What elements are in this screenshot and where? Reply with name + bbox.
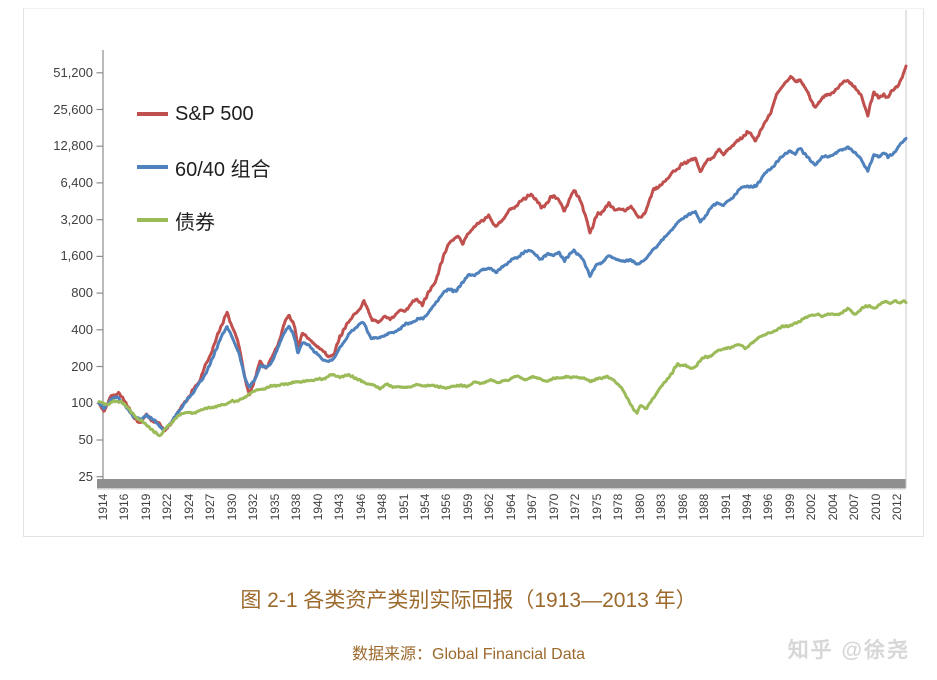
x-axis-label: 1994 — [740, 493, 754, 521]
x-axis-label: 1970 — [547, 493, 561, 521]
x-axis-band-edge — [97, 488, 906, 490]
y-axis-label: 800 — [71, 285, 93, 300]
x-axis-label: 1999 — [783, 493, 797, 521]
x-axis-label: 1962 — [482, 493, 496, 521]
series-line-60-40 — [97, 136, 908, 432]
x-axis-label: 1996 — [761, 493, 775, 521]
y-axis-label: 25 — [78, 469, 93, 484]
series-line-sp500 — [97, 64, 908, 433]
x-axis-label: 1964 — [504, 493, 518, 521]
y-axis-label: 50 — [78, 432, 93, 447]
x-axis-label: 1988 — [697, 493, 711, 521]
y-axis-label: 1,600 — [60, 248, 93, 263]
x-axis-label: 2002 — [804, 493, 818, 521]
chart-caption: 图 2-1 各类资产类别实际回报（1913—2013 年） — [240, 589, 697, 612]
x-axis-label: 2007 — [847, 493, 861, 521]
legend-label: S&P 500 — [175, 102, 254, 125]
zhihu-watermark: 知乎 @徐尧 — [787, 639, 910, 662]
x-axis-label: 1954 — [418, 493, 432, 521]
y-axis-label: 400 — [71, 322, 93, 337]
x-axis-label: 2004 — [826, 493, 840, 521]
legend-line-icon — [137, 165, 168, 169]
x-axis-label: 1916 — [117, 493, 131, 521]
legend-item-bonds: 债券 — [137, 207, 215, 234]
y-axis-label: 51,200 — [53, 65, 93, 80]
legend-label: 60/40 组合 — [175, 158, 271, 181]
chart-frame — [23, 8, 924, 537]
x-axis-label: 1975 — [590, 493, 604, 521]
x-axis-label: 1951 — [397, 493, 411, 521]
x-axis-label: 2012 — [890, 493, 904, 521]
x-axis-label: 1914 — [96, 493, 110, 521]
x-axis-label: 1924 — [182, 493, 196, 521]
legend-line-icon — [137, 112, 168, 116]
x-axis-label: 1940 — [311, 493, 325, 521]
x-axis-label: 1935 — [268, 493, 282, 521]
y-axis-label: 25,600 — [53, 102, 93, 117]
y-axis-label: 12,800 — [53, 138, 93, 153]
x-axis-label: 1938 — [289, 493, 303, 521]
y-axis-label: 100 — [71, 395, 93, 410]
legend-line-icon — [137, 218, 168, 222]
x-axis-label: 1986 — [676, 493, 690, 521]
x-axis-label: 2010 — [869, 493, 883, 521]
x-axis-label: 1983 — [654, 493, 668, 521]
x-axis-label: 1930 — [225, 493, 239, 521]
x-axis-label: 1956 — [439, 493, 453, 521]
x-axis-label: 1927 — [203, 493, 217, 521]
y-axis-label: 6,400 — [60, 175, 93, 190]
legend-item-60-40: 60/40 组合 — [137, 154, 271, 181]
x-axis-label: 1980 — [633, 493, 647, 521]
x-axis-label: 1943 — [332, 493, 346, 521]
series-line-bonds — [97, 299, 908, 438]
legend-item-sp500: S&P 500 — [137, 101, 254, 127]
x-axis-label: 1946 — [354, 493, 368, 521]
x-axis-label: 1932 — [246, 493, 260, 521]
x-axis-label: 1919 — [139, 493, 153, 521]
x-axis-label: 1959 — [461, 493, 475, 521]
y-axis-label: 200 — [71, 359, 93, 374]
x-axis-band — [97, 479, 906, 488]
y-axis-label: 3,200 — [60, 212, 93, 227]
x-axis-label: 1967 — [525, 493, 539, 521]
x-axis-label: 1922 — [160, 493, 174, 521]
x-axis-label: 1978 — [611, 493, 625, 521]
x-axis-label: 1972 — [568, 493, 582, 521]
legend-label: 债券 — [175, 211, 215, 234]
x-axis-label: 1948 — [375, 493, 389, 521]
data-source-note: 数据来源：Global Financial Data — [352, 646, 585, 663]
x-axis-label: 1991 — [719, 493, 733, 521]
